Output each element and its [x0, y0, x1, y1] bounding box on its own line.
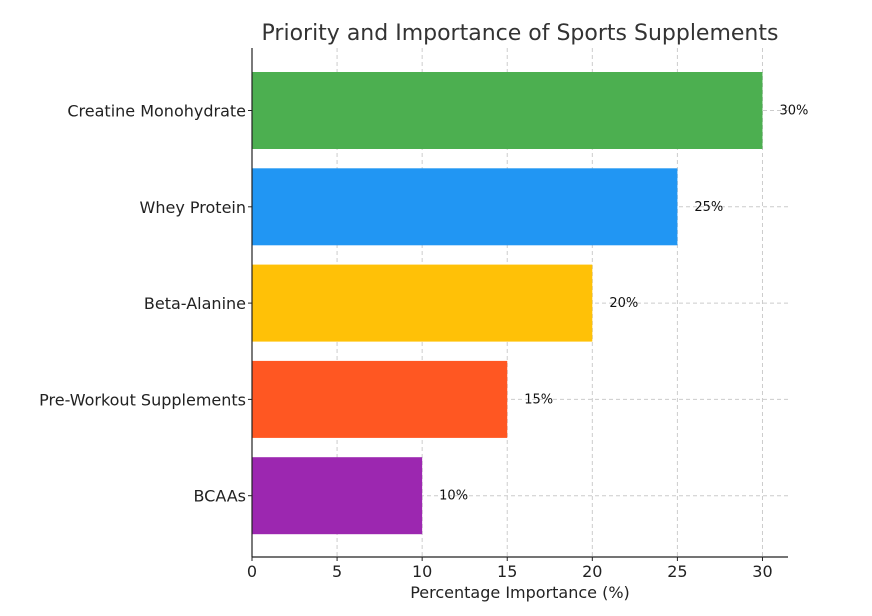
bar-0 [252, 72, 763, 149]
data-label-3: 15% [524, 392, 553, 407]
x-tick-label-4: 20 [582, 562, 602, 581]
category-label-2: Beta-Alanine [144, 294, 246, 313]
x-axis-label: Percentage Importance (%) [410, 583, 630, 602]
bar-4 [252, 457, 423, 535]
x-tick-label-3: 15 [497, 562, 517, 581]
data-label-0: 30% [779, 104, 808, 119]
data-label-1: 25% [694, 200, 723, 215]
data-label-4: 10% [439, 489, 468, 504]
category-label-0: Creatine Monohydrate [67, 102, 246, 121]
bar-1 [252, 168, 678, 246]
category-label-3: Pre-Workout Supplements [39, 390, 246, 409]
x-tick-label-1: 5 [332, 562, 342, 581]
category-label-4: BCAAs [193, 487, 246, 506]
chart-title: Priority and Importance of Sports Supple… [262, 21, 779, 46]
category-label-1: Whey Protein [140, 198, 246, 217]
bar-3 [252, 360, 508, 438]
axis-layer: Creatine Monohydrate Whey Protein Beta-Ala… [39, 48, 788, 581]
bar-layer: 30% 25% 20% 15% 10% [252, 72, 808, 535]
x-tick-label-2: 10 [412, 562, 432, 581]
x-tick-label-6: 30 [752, 562, 772, 581]
bar-2 [252, 264, 593, 342]
x-tick-label-5: 25 [667, 562, 687, 581]
x-tick-label-0: 0 [247, 562, 257, 581]
data-label-2: 20% [609, 296, 638, 311]
